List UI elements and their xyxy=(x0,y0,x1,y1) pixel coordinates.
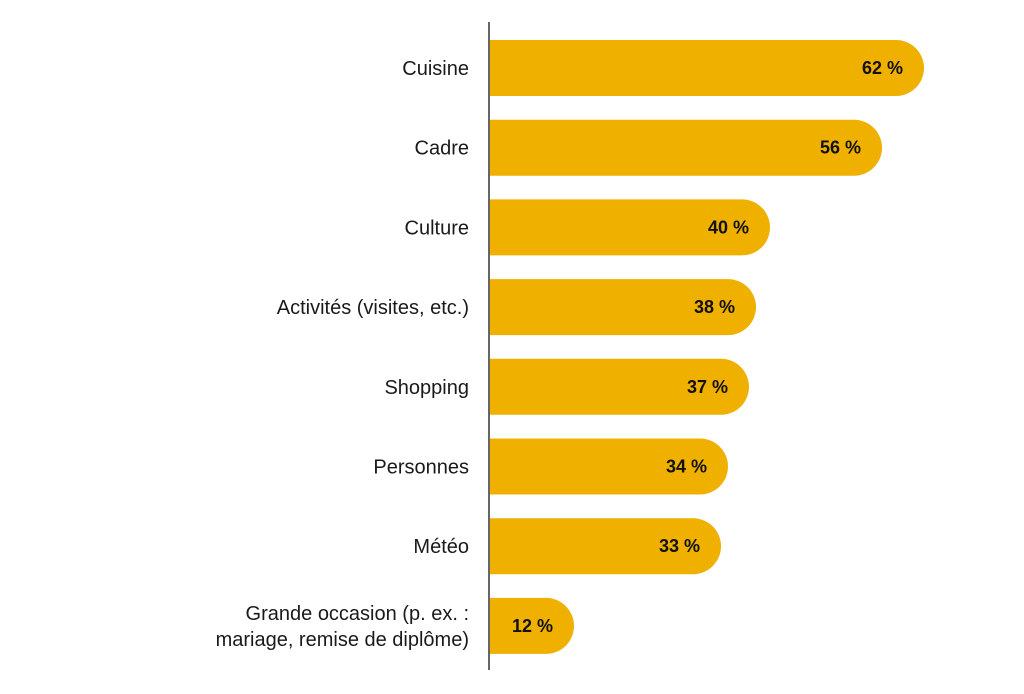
bar xyxy=(490,279,757,336)
category-label-line: Activités (visites, etc.) xyxy=(277,297,469,319)
bar-value-label: 38 % xyxy=(694,297,735,317)
category-label: Cadre xyxy=(415,138,469,160)
bar xyxy=(490,199,771,256)
bar xyxy=(490,597,574,654)
category-label-line: Cuisine xyxy=(402,58,469,80)
category-label-line: Personnes xyxy=(373,457,469,479)
value-labels: 62 % 56 % 40 % 38 % 37 % 34 % 33 % 12 % xyxy=(512,58,903,636)
category-label: Culture xyxy=(405,217,469,239)
category-label: Grande occasion (p. ex. : mariage, remise… xyxy=(216,603,469,651)
category-labels: Cuisine Cadre Culture Activités (visites, e… xyxy=(216,58,469,651)
category-label: Personnes xyxy=(373,457,469,479)
category-label-line: Météo xyxy=(413,536,469,558)
bar-value-label: 34 % xyxy=(666,457,707,477)
category-label-line: mariage, remise de diplôme) xyxy=(216,629,469,651)
bar xyxy=(490,518,722,575)
bar-value-label: 37 % xyxy=(687,377,728,397)
category-label: Activités (visites, etc.) xyxy=(277,297,469,319)
bar-value-label: 33 % xyxy=(659,536,700,556)
category-label: Météo xyxy=(413,536,469,558)
category-label-line: Cadre xyxy=(415,138,469,160)
category-label: Cuisine xyxy=(402,58,469,80)
bar xyxy=(490,438,729,495)
category-label-line: Grande occasion (p. ex. : xyxy=(246,603,469,625)
category-label-line: Shopping xyxy=(384,377,469,399)
bar-value-label: 12 % xyxy=(512,616,553,636)
bar-value-label: 62 % xyxy=(862,58,903,78)
category-label: Shopping xyxy=(384,377,469,399)
category-label-line: Culture xyxy=(405,217,469,239)
bar-value-label: 56 % xyxy=(820,138,861,158)
bars-layer xyxy=(490,40,924,654)
bar xyxy=(490,40,924,96)
bar xyxy=(490,358,750,415)
bar xyxy=(490,119,883,176)
bar-value-label: 40 % xyxy=(708,217,749,237)
